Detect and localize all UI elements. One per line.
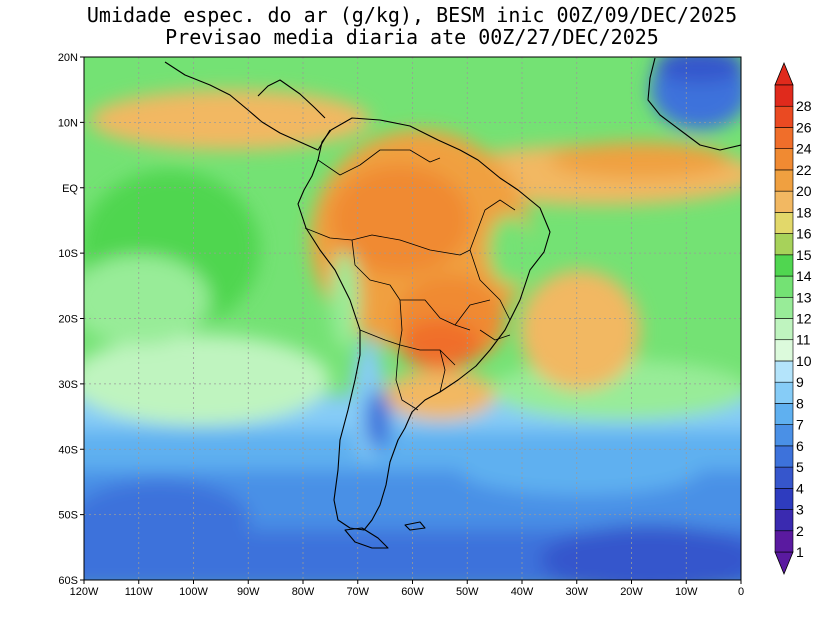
colorbar-swatch-8	[774, 381, 794, 404]
country-borders	[304, 149, 516, 411]
colorbar-swatch-18	[774, 190, 794, 213]
field-patch-sw-light	[84, 335, 330, 425]
colorbar-swatch-12	[774, 296, 794, 319]
field-patch-patagonia	[365, 390, 391, 450]
colorbar-swatch-14	[774, 254, 794, 277]
title-line-1: Umidade espec. do ar (g/kg), BESM inic 0…	[87, 3, 737, 27]
colorbar-swatch-16	[774, 212, 794, 234]
field-patch-pacific-pale	[84, 255, 210, 345]
title-line-2: Previsao media diaria ate 00Z/27/DEC/202…	[165, 25, 659, 49]
colorbar-swatch-11	[774, 318, 794, 341]
colorbar-swatch-24	[774, 127, 794, 149]
colorbar-label-3: 3	[796, 502, 804, 518]
colorbar-label-6: 6	[796, 438, 804, 454]
colorbar-label-2: 2	[796, 523, 804, 539]
humidity-field	[84, 57, 741, 580]
colorbar-swatch-15	[774, 233, 794, 256]
lat-tick-label: 10N	[58, 117, 78, 129]
colorbar-label-24: 24	[796, 141, 812, 157]
colorbar-swatch-28	[774, 84, 794, 107]
field-patch-parana	[400, 320, 480, 370]
lat-tick-label: EQ	[62, 183, 78, 195]
lat-tick-label: 20N	[58, 52, 78, 64]
lat-tick-label: 60S	[58, 575, 78, 587]
colorbar-swatch-22	[774, 148, 794, 171]
field-patch-ne-brazil	[488, 215, 532, 285]
lon-tick-label: 20W	[620, 586, 643, 598]
lon-tick-label: 90W	[237, 586, 260, 598]
lat-tick-label: 10S	[58, 248, 78, 260]
colorbar-label-22: 22	[796, 162, 812, 178]
field-patch-central-america	[90, 90, 370, 150]
lon-tick-label: 60W	[401, 586, 424, 598]
lon-tick-label: 30W	[565, 586, 588, 598]
colorbar-label-11: 11	[796, 332, 811, 348]
lat-axis: 20N 10N EQ 10S 20S 30S 40S 50S 60S	[58, 52, 84, 587]
lat-tick-label: 20S	[58, 314, 78, 326]
coastline-tierra-del-fuego	[344, 527, 389, 549]
lon-tick-label: 50W	[456, 586, 479, 598]
field-patch-atlantic-sub	[520, 270, 640, 390]
colorbar-over-arrow	[774, 61, 794, 86]
colorbar-label-14: 14	[796, 268, 812, 284]
lon-tick-label: 0	[738, 586, 744, 598]
lon-tick-label: 10W	[675, 586, 698, 598]
field-patch-amazon-core	[330, 165, 470, 275]
colorbar-swatch-1	[774, 530, 794, 553]
graticule	[84, 57, 741, 580]
lat-tick-label: 30S	[58, 379, 78, 391]
field-patch-se-deep	[540, 525, 741, 580]
lat-tick-label: 50S	[58, 510, 78, 522]
lon-tick-label: 100W	[179, 586, 208, 598]
colorbar-label-8: 8	[796, 395, 804, 411]
colorbar-label-16: 16	[796, 226, 812, 242]
colorbar-label-4: 4	[796, 480, 804, 496]
field-patch-east-mid	[460, 445, 700, 495]
colorbar-swatch-7	[774, 403, 794, 425]
colorbar-label-26: 26	[796, 119, 812, 135]
colorbar-label-5: 5	[796, 459, 804, 475]
colorbar-label-18: 18	[796, 204, 812, 220]
coastline-africa	[647, 57, 741, 151]
colorbar-label-9: 9	[796, 374, 804, 390]
coastline-central-america	[164, 61, 331, 151]
colorbar-swatch-26	[774, 105, 794, 128]
colorbar-swatch-4	[774, 466, 794, 489]
colorbar-under-arrow	[774, 551, 794, 576]
lat-tick-label: 40S	[58, 444, 78, 456]
colorbar-label-10: 10	[796, 353, 812, 369]
colorbar-label-1: 1	[796, 544, 804, 560]
colorbar-label-20: 20	[796, 183, 812, 199]
colorbar-swatch-3	[774, 488, 794, 510]
coastline-caribbean	[257, 79, 326, 119]
colorbar-swatch-10	[774, 339, 794, 362]
field-patch-sahara-top	[655, 57, 741, 83]
lon-tick-label: 120W	[70, 586, 99, 598]
colorbar-label-28: 28	[796, 98, 812, 114]
lon-tick-label: 40W	[511, 586, 534, 598]
lon-tick-label: 110W	[125, 586, 154, 598]
field-patch-sw-deep	[84, 480, 250, 560]
lon-axis: 120W 110W 100W 90W 80W 70W 60W 50W 40W 30W 20W 10W 0	[70, 580, 744, 598]
field-patch-uruguay	[385, 370, 495, 420]
colorbar-swatch-5	[774, 445, 794, 468]
lon-tick-label: 80W	[292, 586, 315, 598]
colorbar-swatch-20	[774, 169, 794, 192]
coastline-falklands	[404, 521, 426, 531]
lon-tick-label: 70W	[346, 586, 369, 598]
colorbar-label-12: 12	[796, 311, 812, 327]
colorbar-label-13: 13	[796, 289, 812, 305]
colorbar-swatch-13	[774, 275, 794, 298]
colorbar-label-7: 7	[796, 417, 804, 433]
colorbar-swatch-9	[774, 360, 794, 383]
colorbar-swatch-6	[774, 424, 794, 447]
colorbar-label-15: 15	[796, 247, 812, 263]
colorbar-swatch-2	[774, 509, 794, 532]
field-patch-itcz-east	[550, 142, 730, 178]
